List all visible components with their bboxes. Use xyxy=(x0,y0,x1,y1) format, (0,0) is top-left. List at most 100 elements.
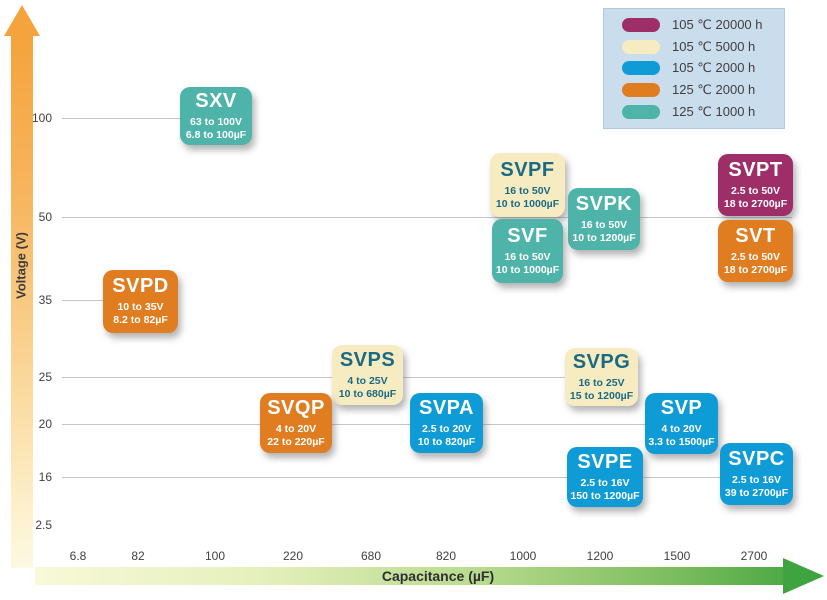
voltage-range: 16 to 50V xyxy=(504,250,551,263)
teal-swatch-icon xyxy=(622,105,660,120)
series-box-svpc: SVPC 2.5 to 16V 39 to 2700µF xyxy=(720,443,793,505)
series-name: SVPA xyxy=(419,396,474,419)
purple-swatch-icon xyxy=(622,17,660,32)
x-tick-label: 680 xyxy=(360,549,382,563)
legend-label: 105 ℃ 2000 h xyxy=(672,60,756,76)
y-tick-label: 2.5 xyxy=(35,518,52,532)
capacitance-range: 15 to 1200µF xyxy=(569,389,634,402)
capacitance-range: 6.8 to 100µF xyxy=(185,128,247,141)
voltage-range: 10 to 35V xyxy=(117,301,164,313)
y-tick-label: 100 xyxy=(31,111,52,125)
series-name: SVPD xyxy=(112,275,169,297)
y-gridline xyxy=(62,118,252,119)
legend-label: 125 ℃ 1000 h xyxy=(672,104,756,120)
y-gridline xyxy=(62,424,717,425)
series-box-sxv: SXV 63 to 100V 6.8 to 100µF xyxy=(180,87,252,145)
legend-item: 125 ℃ 2000 h xyxy=(604,79,784,101)
y-tick-label: 20 xyxy=(38,417,52,431)
capacitance-range: 39 to 2700µF xyxy=(724,486,789,499)
series-name: SVQP xyxy=(267,396,325,419)
voltage-range: 16 to 50V xyxy=(504,184,551,197)
series-name: SVF xyxy=(507,224,548,247)
x-tick-label: 100 xyxy=(204,549,226,563)
series-name: SXV xyxy=(195,89,237,112)
capacitance-range: 18 to 2700µF xyxy=(723,263,788,276)
x-tick-label: 82 xyxy=(131,549,145,563)
voltage-range: 16 to 25V xyxy=(578,376,625,389)
series-box-svt: SVT 2.5 to 50V 18 to 2700µF xyxy=(718,220,793,282)
capacitance-range: 8.2 to 82µF xyxy=(113,314,168,326)
voltage-range: 2.5 to 16V xyxy=(731,473,782,486)
capacitance-axis-arrow-icon xyxy=(783,558,824,594)
x-axis-label: Capacitance (µF) xyxy=(381,568,495,584)
series-box-svpk: SVPK 16 to 50V 10 to 1200µF xyxy=(568,188,640,250)
voltage-range: 63 to 100V xyxy=(190,115,242,128)
series-box-svpt: SVPT 2.5 to 50V 18 to 2700µF xyxy=(718,154,793,216)
series-name: SVPC xyxy=(728,447,785,470)
x-tick-label: 1500 xyxy=(663,549,691,563)
capacitance-range: 3.3 to 1500µF xyxy=(648,436,715,448)
legend-label: 105 ℃ 20000 h xyxy=(672,16,763,32)
orange-swatch-icon xyxy=(622,83,660,98)
legend-label: 105 ℃ 5000 h xyxy=(672,38,756,54)
series-name: SVPF xyxy=(500,158,555,181)
series-name: SVPS xyxy=(339,348,396,371)
x-tick-label: 220 xyxy=(282,549,304,563)
legend-item: 125 ℃ 1000 h xyxy=(604,101,784,123)
x-tick-label: 1000 xyxy=(509,549,537,563)
series-box-svpe: SVPE 2.5 to 16V 150 to 1200µF xyxy=(567,447,643,507)
y-tick-label: 16 xyxy=(38,470,52,484)
x-tick-label: 1200 xyxy=(586,549,614,563)
voltage-axis-bar xyxy=(11,34,33,568)
cream-swatch-icon xyxy=(622,39,660,54)
voltage-range: 2.5 to 16V xyxy=(580,476,630,489)
series-box-svpa: SVPA 2.5 to 20V 10 to 820µF xyxy=(410,393,483,453)
y-tick-label: 25 xyxy=(38,370,52,384)
capacitance-range: 10 to 1200µF xyxy=(572,231,636,244)
voltage-range: 2.5 to 50V xyxy=(730,184,781,197)
voltage-range: 2.5 to 20V xyxy=(421,422,472,435)
series-name: SVT xyxy=(735,224,776,247)
series-name: SVPT xyxy=(728,158,783,181)
x-tick-label: 2700 xyxy=(740,549,768,563)
legend-item: 105 ℃ 20000 h xyxy=(604,14,784,36)
x-tick-label: 820 xyxy=(435,549,457,563)
voltage-range: 4 to 20V xyxy=(275,422,317,435)
voltage-range: 4 to 25V xyxy=(347,374,388,387)
series-box-svp: SVP 4 to 20V 3.3 to 1500µF xyxy=(645,393,718,454)
capacitance-range: 22 to 220µF xyxy=(267,435,325,448)
series-name: SVP xyxy=(660,397,703,419)
legend-item: 105 ℃ 5000 h xyxy=(604,36,784,58)
series-box-svps: SVPS 4 to 25V 10 to 680µF xyxy=(332,345,403,405)
capacitance-range: 150 to 1200µF xyxy=(570,489,640,502)
capacitance-range: 10 to 680µF xyxy=(338,387,397,400)
legend-label: 125 ℃ 2000 h xyxy=(672,82,756,98)
y-tick-label: 50 xyxy=(38,210,52,224)
y-tick-label: 35 xyxy=(38,293,52,307)
series-box-svf: SVF 16 to 50V 10 to 1000µF xyxy=(492,219,563,283)
series-box-svpf: SVPF 16 to 50V 10 to 1000µF xyxy=(490,153,565,217)
series-box-svqp: SVQP 4 to 20V 22 to 220µF xyxy=(260,393,332,453)
capacitance-axis-bar xyxy=(35,567,785,585)
blue-swatch-icon xyxy=(622,61,660,76)
legend-item: 105 ℃ 2000 h xyxy=(604,58,784,80)
capacitance-range: 10 to 820µF xyxy=(417,435,476,448)
legend: 105 ℃ 20000 h 105 ℃ 5000 h 105 ℃ 2000 h 125… xyxy=(603,8,785,129)
x-tick-label: 6.8 xyxy=(69,549,87,563)
voltage-range: 16 to 50V xyxy=(580,218,628,231)
series-box-svpd: SVPD 10 to 35V 8.2 to 82µF xyxy=(103,270,178,333)
voltage-axis-arrow-icon xyxy=(4,5,40,36)
y-gridline xyxy=(62,217,792,218)
voltage-range: 4 to 20V xyxy=(661,423,702,435)
capacitance-range: 10 to 1000µF xyxy=(495,197,560,210)
series-box-svpg: SVPG 16 to 25V 15 to 1200µF xyxy=(565,348,638,406)
voltage-range: 2.5 to 50V xyxy=(730,250,781,263)
series-name: SVPE xyxy=(577,450,633,473)
capacitance-range: 18 to 2700µF xyxy=(723,197,788,210)
series-name: SVPG xyxy=(572,350,631,373)
capacitance-range: 10 to 1000µF xyxy=(495,263,560,276)
y-gridline xyxy=(62,477,792,478)
series-name: SVPK xyxy=(575,192,633,215)
